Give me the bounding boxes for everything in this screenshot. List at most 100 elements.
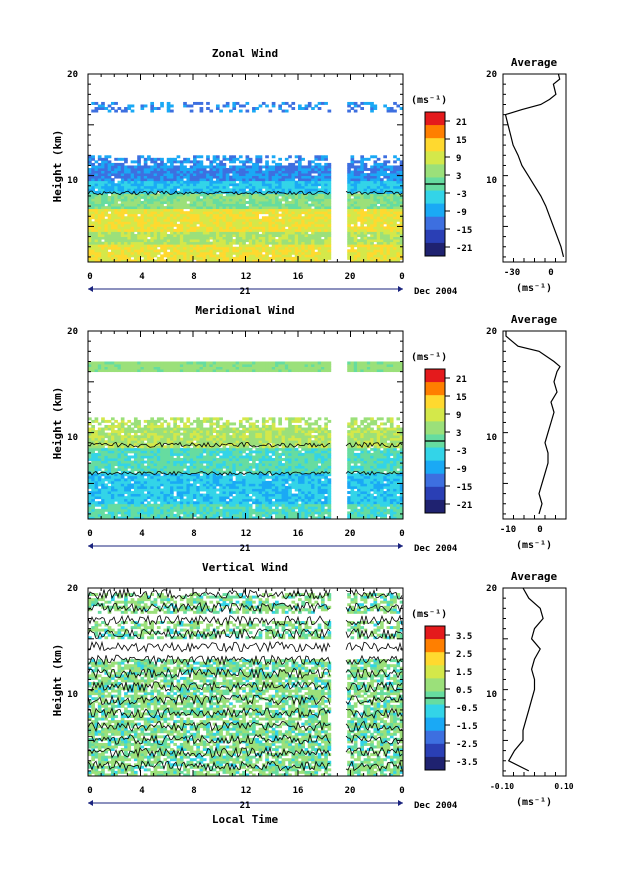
heatmap-cell	[396, 237, 400, 240]
heatmap-cell	[137, 201, 141, 204]
heatmap-cell	[265, 176, 269, 179]
heatmap-cell	[351, 254, 355, 257]
heatmap-cell	[226, 209, 230, 212]
heatmap-cell	[91, 491, 95, 494]
heatmap-cell	[124, 232, 128, 235]
heatmap-cell	[180, 489, 184, 492]
heatmap-cell	[252, 107, 256, 110]
heatmap-cell	[347, 252, 351, 255]
heatmap-cell	[364, 201, 368, 204]
heatmap-cell	[373, 198, 377, 201]
heatmap-cell	[111, 369, 115, 372]
heatmap-cell	[383, 247, 387, 250]
heatmap-cell	[305, 171, 309, 174]
heatmap-cell	[393, 209, 397, 212]
heatmap-cell	[255, 201, 259, 204]
heatmap-cell	[219, 239, 223, 242]
heatmap-cell	[223, 204, 227, 207]
heatmap-cell	[91, 367, 95, 370]
heatmap-cell	[150, 198, 154, 201]
heatmap-cell	[282, 254, 286, 257]
heatmap-cell	[291, 221, 295, 224]
heatmap-cell	[219, 221, 223, 224]
heatmap-cell	[268, 237, 272, 240]
heatmap-cell	[131, 254, 135, 257]
heatmap-cell	[180, 254, 184, 257]
heatmap-cell	[154, 214, 158, 217]
heatmap-cell	[242, 198, 246, 201]
heatmap-cell	[137, 173, 141, 176]
heatmap-cell	[150, 242, 154, 245]
heatmap-cell	[282, 206, 286, 209]
heatmap-cell	[196, 239, 200, 242]
heatmap-cell	[154, 165, 158, 168]
heatmap-cell	[396, 254, 400, 257]
heatmap-cell	[111, 425, 115, 428]
heatmap-cell	[272, 239, 276, 242]
heatmap-cell	[167, 171, 171, 174]
heatmap-cell	[393, 102, 397, 105]
heatmap-cell	[272, 221, 276, 224]
heatmap-cell	[91, 237, 95, 240]
heatmap-cell	[111, 209, 115, 212]
heatmap-cell	[186, 211, 190, 214]
heatmap-cell	[95, 219, 99, 222]
zonal-cbar-tick: 3	[456, 172, 461, 182]
heatmap-cell	[278, 193, 282, 196]
heatmap-cell	[255, 216, 259, 219]
heatmap-cell	[124, 433, 128, 436]
heatmap-cell	[314, 163, 318, 166]
heatmap-cell	[131, 216, 135, 219]
heatmap-cell	[98, 433, 102, 436]
heatmap-cell	[278, 165, 282, 168]
heatmap-cell	[163, 247, 167, 250]
heatmap-cell	[101, 216, 105, 219]
heatmap-cell	[396, 211, 400, 214]
heatmap-cell	[213, 226, 217, 229]
heatmap-cell	[104, 254, 108, 257]
heatmap-cell	[134, 252, 138, 255]
heatmap-cell	[373, 226, 377, 229]
heatmap-cell	[95, 206, 99, 209]
heatmap-cell	[321, 219, 325, 222]
heatmap-cell	[147, 244, 151, 247]
heatmap-cell	[282, 244, 286, 247]
heatmap-cell	[114, 232, 118, 235]
heatmap-cell	[160, 463, 164, 466]
heatmap-cell	[121, 486, 125, 489]
heatmap-cell	[173, 244, 177, 247]
heatmap-cell	[380, 165, 384, 168]
heatmap-cell	[88, 219, 92, 222]
heatmap-cell	[370, 211, 374, 214]
heatmap-cell	[88, 478, 92, 481]
heatmap-cell	[108, 435, 112, 438]
heatmap-cell	[216, 214, 220, 217]
heatmap-cell	[137, 466, 141, 469]
heatmap-cell	[298, 244, 302, 247]
heatmap-cell	[390, 232, 394, 235]
heatmap-cell	[305, 188, 309, 191]
heatmap-cell	[101, 491, 105, 494]
heatmap-cell	[383, 209, 387, 212]
heatmap-cell	[314, 176, 318, 179]
heatmap-cell	[160, 511, 164, 514]
heatmap-cell	[167, 476, 171, 479]
heatmap-cell	[177, 232, 181, 235]
heatmap-cell	[98, 226, 102, 229]
heatmap-cell	[134, 242, 138, 245]
heatmap-cell	[200, 234, 204, 237]
heatmap-cell	[157, 252, 161, 255]
heatmap-cell	[246, 206, 250, 209]
heatmap-cell	[209, 160, 213, 163]
heatmap-cell	[318, 193, 322, 196]
heatmap-cell	[137, 158, 141, 161]
heatmap-cell	[160, 483, 164, 486]
heatmap-cell	[141, 224, 145, 227]
heatmap-cell	[173, 204, 177, 207]
heatmap-cell	[239, 216, 243, 219]
heatmap-cell	[177, 468, 181, 471]
heatmap-cell	[216, 181, 220, 184]
heatmap-cell	[167, 483, 171, 486]
heatmap-cell	[170, 224, 174, 227]
heatmap-cell	[167, 254, 171, 257]
